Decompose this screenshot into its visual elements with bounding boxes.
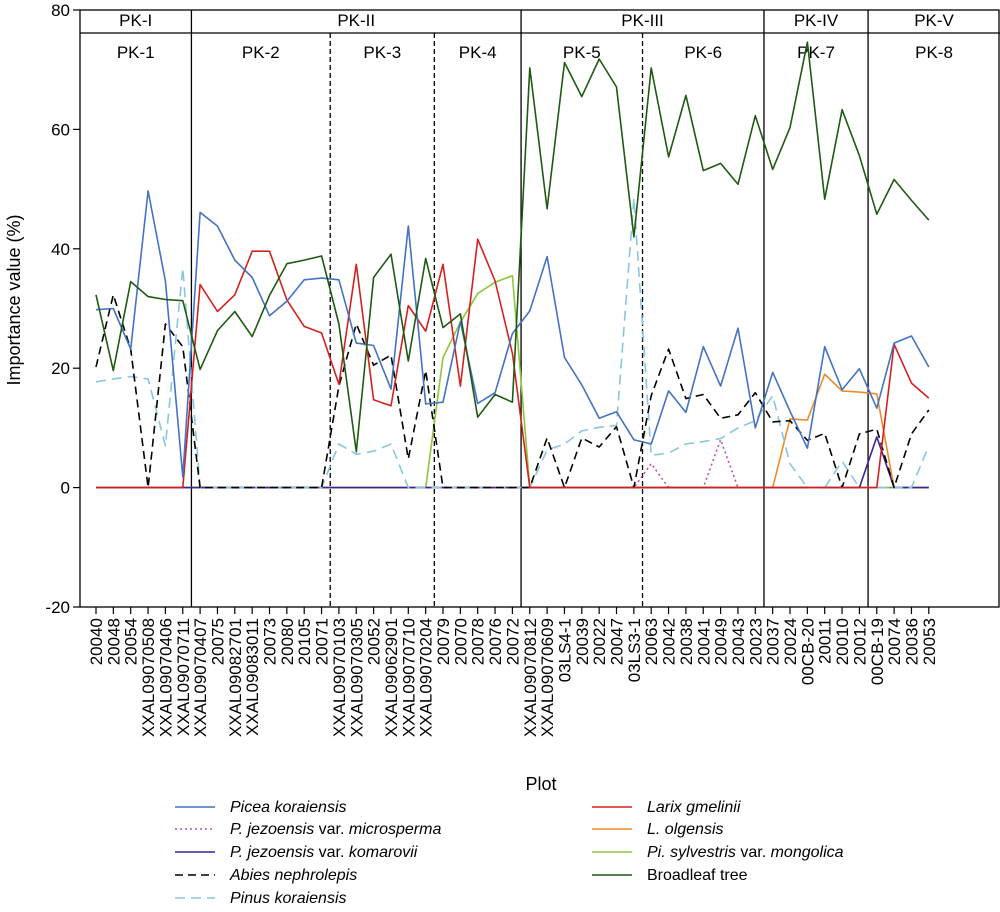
x-tick-label: XXAL09070407 <box>191 618 210 737</box>
x-tick-label: 20023 <box>746 618 765 665</box>
series-line <box>95 293 930 489</box>
series-line <box>96 436 929 489</box>
top-group-label: PK-V <box>914 11 954 30</box>
x-tick-label: 20012 <box>850 618 869 665</box>
series-line <box>95 190 930 478</box>
x-tick-label: 20022 <box>590 618 609 665</box>
x-axis: 200402004820054XXAL09070508XXAL09070406X… <box>87 607 939 737</box>
x-tick-label: 20079 <box>434 618 453 665</box>
x-tick-label: 03LS4-1 <box>555 618 574 682</box>
x-tick-label: 20041 <box>694 618 713 665</box>
y-tick-label: -20 <box>45 598 70 617</box>
x-tick-label: 20039 <box>573 618 592 665</box>
x-tick-label: XXAL09070812 <box>521 618 540 737</box>
y-axis: -20 0 20 40 60 80 <box>45 1 80 617</box>
legend-label: Larix gmelinii <box>647 799 741 816</box>
x-tick-label: XXAL09083011 <box>243 618 262 736</box>
top-group-label: PK-IV <box>794 11 839 30</box>
y-tick-label: 80 <box>51 1 70 20</box>
sub-group-label: PK-7 <box>797 43 835 62</box>
top-group-label: PK-I <box>119 11 152 30</box>
x-tick-label: 20011 <box>816 618 835 664</box>
x-tick-label: XXAL09070103 <box>330 618 349 737</box>
legend-label: P. jezoensis var. komarovii <box>230 844 418 861</box>
sub-group-label: PK-4 <box>459 43 497 62</box>
x-tick-label: 03LS3-1 <box>625 618 644 682</box>
legend-label: Abies nephrolepis <box>229 867 357 884</box>
x-tick-label: 00CB-20 <box>798 618 817 685</box>
x-tick-label: XXAL09082701 <box>226 618 245 737</box>
x-tick-label: 20072 <box>503 618 522 665</box>
x-tick-label: 20071 <box>313 618 332 665</box>
x-tick-label: 20047 <box>608 618 627 665</box>
y-axis-title: Importance value (%) <box>4 214 24 385</box>
x-tick-label: 20040 <box>87 618 106 665</box>
x-tick-label: 20074 <box>885 618 904 665</box>
legend-label: L. olgensis <box>647 821 724 838</box>
series-lines <box>95 41 930 489</box>
x-tick-label: 20075 <box>208 618 227 665</box>
series-line <box>95 41 930 453</box>
sub-group-label: PK-3 <box>363 43 401 62</box>
x-tick-label: 20063 <box>642 618 661 665</box>
sub-group-label: PK-5 <box>563 43 601 62</box>
x-tick-label: 20080 <box>278 618 297 665</box>
x-tick-label: 20048 <box>104 618 123 665</box>
legend-label: Pi. sylvestris var. mongolica <box>647 844 844 861</box>
series-line <box>96 238 930 489</box>
x-tick-label: 20043 <box>729 618 748 665</box>
x-tick-label: 20073 <box>261 618 280 665</box>
x-tick-label: XXAL09070609 <box>538 618 557 737</box>
y-tick-label: 0 <box>61 479 70 498</box>
x-tick-label: XXAL09070305 <box>347 618 366 737</box>
x-tick-label: 20042 <box>660 618 679 665</box>
legend-label: Picea koraiensis <box>230 799 347 816</box>
y-tick-label: 60 <box>51 120 70 139</box>
plot-frame <box>79 9 1000 608</box>
x-tick-label: 20049 <box>712 618 731 665</box>
group-separators <box>190 10 869 607</box>
legend-label: Pinus koraiensis <box>230 890 347 907</box>
x-tick-label: XXAL09070711 <box>174 618 193 736</box>
x-tick-label: 20076 <box>486 618 505 665</box>
top-group-label: PK-II <box>337 11 375 30</box>
x-tick-label: 20010 <box>833 618 852 665</box>
x-tick-label: 20024 <box>781 618 800 665</box>
x-tick-label: 00CB-19 <box>868 618 887 685</box>
x-tick-label: XXAL09070508 <box>139 618 158 737</box>
x-tick-label: 20053 <box>920 618 939 665</box>
legend: Picea koraiensis P. jezoensis var. micros… <box>175 799 844 907</box>
x-tick-label: XXAL09062901 <box>382 618 401 737</box>
x-tick-label: XXAL09070710 <box>399 618 418 737</box>
group-labels: PK-I PK-II PK-III PK-IV PK-V PK-1 PK-2 PK-3 PK-4… <box>117 11 955 62</box>
x-tick-label: XXAL09070406 <box>156 618 175 737</box>
x-tick-label: 20037 <box>764 618 783 665</box>
x-tick-label: 20052 <box>365 618 384 665</box>
x-axis-title: Plot <box>525 774 556 794</box>
legend-label: P. jezoensis var. microsperma <box>230 821 441 838</box>
series-line <box>95 197 930 489</box>
sub-group-label: PK-2 <box>242 43 280 62</box>
y-tick-label: 40 <box>51 240 70 259</box>
x-tick-label: 20054 <box>122 618 141 665</box>
plot-border <box>79 9 1000 608</box>
x-tick-label: 20070 <box>451 618 470 665</box>
legend-label: Broadleaf tree <box>647 867 748 884</box>
series-line <box>96 438 929 489</box>
y-tick-label: 20 <box>51 359 70 378</box>
sub-group-label: PK-8 <box>915 43 953 62</box>
x-tick-label: 20036 <box>902 618 921 665</box>
x-tick-label: 20078 <box>469 618 488 665</box>
x-tick-label: 20038 <box>677 618 696 665</box>
x-tick-label: 20105 <box>295 618 314 665</box>
sub-group-label: PK-6 <box>684 43 722 62</box>
x-tick-label: XXAL09070204 <box>417 618 436 737</box>
sub-group-label: PK-1 <box>117 43 155 62</box>
top-group-label: PK-III <box>621 11 664 30</box>
